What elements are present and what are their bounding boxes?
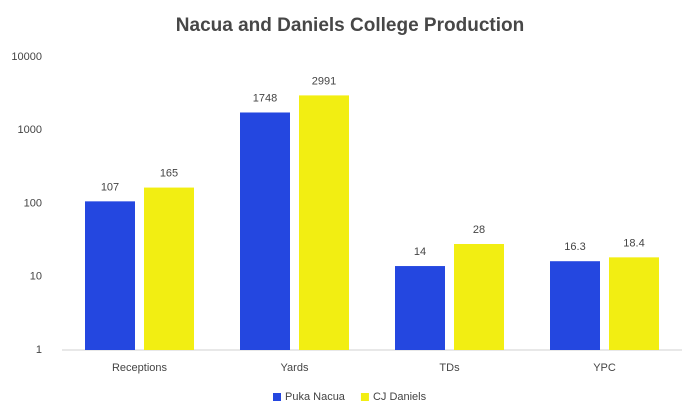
x-tick-label: Yards <box>281 362 309 374</box>
legend-swatch <box>360 393 369 401</box>
bar <box>395 266 445 350</box>
bar <box>454 243 504 350</box>
y-tick-label: 10000 <box>11 51 42 63</box>
x-tick-label: Receptions <box>112 362 168 374</box>
bar <box>299 95 349 350</box>
x-tick-label: YPC <box>593 362 616 374</box>
value-label: 165 <box>160 167 178 179</box>
value-label: 18.4 <box>623 237 644 249</box>
value-label: 2991 <box>312 75 336 87</box>
bar <box>144 187 194 350</box>
y-tick-label: 1 <box>36 344 42 356</box>
bar <box>240 112 290 350</box>
legend-swatch <box>273 393 281 401</box>
bar <box>550 261 600 350</box>
bar <box>609 257 659 350</box>
y-tick-label: 1000 <box>18 124 42 136</box>
legend-label: Puka Nacua <box>285 391 346 403</box>
value-label: 1748 <box>253 92 277 104</box>
chart-title: Nacua and Daniels College Production <box>176 15 524 36</box>
x-tick-label: TDs <box>439 362 460 374</box>
legend-label: CJ Daniels <box>373 391 427 403</box>
bar <box>85 201 135 350</box>
value-label: 14 <box>414 246 426 258</box>
value-label: 28 <box>473 224 485 236</box>
y-tick-label: 10 <box>30 271 42 283</box>
value-label: 107 <box>101 181 119 193</box>
value-label: 16.3 <box>564 241 585 253</box>
y-tick-label: 100 <box>24 197 42 209</box>
